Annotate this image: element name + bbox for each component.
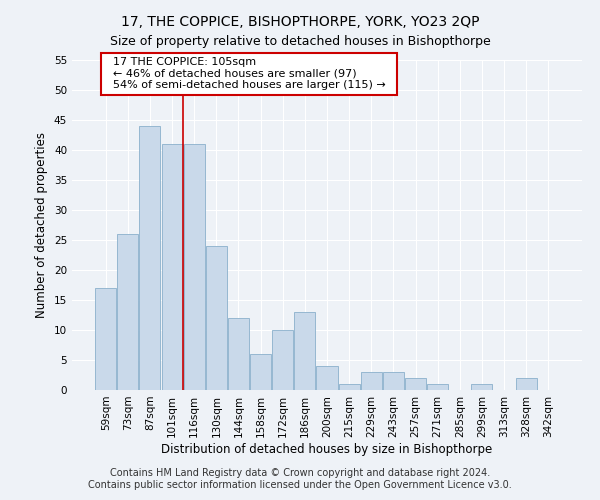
Bar <box>515 378 536 390</box>
Bar <box>295 312 316 390</box>
Bar <box>206 246 227 390</box>
Bar <box>139 126 160 390</box>
Bar <box>184 144 205 390</box>
X-axis label: Distribution of detached houses by size in Bishopthorpe: Distribution of detached houses by size … <box>161 442 493 456</box>
Bar <box>338 384 359 390</box>
Bar <box>316 366 338 390</box>
Text: 17 THE COPPICE: 105sqm
  ← 46% of detached houses are smaller (97)
  54% of semi: 17 THE COPPICE: 105sqm ← 46% of detached… <box>106 57 392 90</box>
Bar <box>95 288 116 390</box>
Text: 17, THE COPPICE, BISHOPTHORPE, YORK, YO23 2QP: 17, THE COPPICE, BISHOPTHORPE, YORK, YO2… <box>121 15 479 29</box>
Bar <box>228 318 249 390</box>
Bar <box>361 372 382 390</box>
Bar <box>161 144 182 390</box>
Bar <box>118 234 139 390</box>
Bar <box>272 330 293 390</box>
Bar <box>383 372 404 390</box>
Bar <box>250 354 271 390</box>
Bar <box>427 384 448 390</box>
Bar <box>472 384 493 390</box>
Text: Contains HM Land Registry data © Crown copyright and database right 2024.
Contai: Contains HM Land Registry data © Crown c… <box>88 468 512 490</box>
Text: Size of property relative to detached houses in Bishopthorpe: Size of property relative to detached ho… <box>110 35 490 48</box>
Y-axis label: Number of detached properties: Number of detached properties <box>35 132 49 318</box>
Bar <box>405 378 426 390</box>
